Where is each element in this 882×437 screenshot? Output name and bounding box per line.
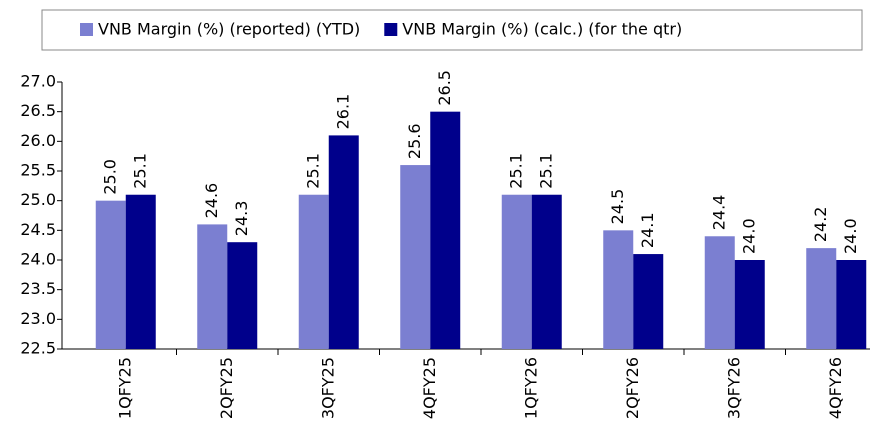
data-label: 24.3 bbox=[232, 201, 251, 237]
bar bbox=[227, 242, 258, 349]
y-tick-label: 26.5 bbox=[20, 101, 56, 120]
x-tick-label: 3QFY25 bbox=[318, 357, 337, 419]
data-label: 26.5 bbox=[435, 70, 454, 106]
x-tick-label: 2QFY26 bbox=[623, 357, 642, 419]
data-label: 24.6 bbox=[202, 183, 221, 219]
data-label: 24.0 bbox=[739, 218, 758, 254]
data-label: 24.2 bbox=[811, 207, 830, 243]
bar bbox=[328, 135, 359, 349]
bar bbox=[125, 194, 156, 349]
data-label: 24.0 bbox=[841, 218, 860, 254]
data-label: 25.6 bbox=[405, 123, 424, 159]
data-label: 24.1 bbox=[638, 212, 657, 248]
data-label: 24.5 bbox=[608, 189, 627, 225]
bar bbox=[197, 224, 228, 349]
bar bbox=[501, 194, 532, 349]
data-label: 25.1 bbox=[506, 153, 525, 189]
legend-label: VNB Margin (%) (reported) (YTD) bbox=[98, 20, 360, 39]
y-tick-label: 24.5 bbox=[20, 220, 56, 239]
y-tick-label: 24.0 bbox=[20, 250, 56, 269]
x-tick-label: 1QFY26 bbox=[521, 357, 540, 419]
data-label: 25.1 bbox=[536, 153, 555, 189]
y-tick-label: 23.5 bbox=[20, 279, 56, 298]
x-tick-label: 1QFY25 bbox=[115, 357, 134, 419]
data-label: 25.1 bbox=[130, 153, 149, 189]
legend-box bbox=[41, 9, 863, 51]
y-tick-label: 25.0 bbox=[20, 190, 56, 209]
data-label: 24.4 bbox=[709, 195, 728, 231]
bar bbox=[633, 254, 664, 349]
bar bbox=[836, 260, 867, 349]
y-tick-label: 23.0 bbox=[20, 309, 56, 328]
data-label: 25.0 bbox=[100, 159, 119, 195]
x-tick-label: 3QFY26 bbox=[724, 357, 743, 419]
legend-swatch bbox=[80, 23, 93, 36]
bar bbox=[430, 111, 461, 350]
bar bbox=[531, 194, 562, 349]
data-label: 25.1 bbox=[303, 153, 322, 189]
bar bbox=[95, 200, 126, 349]
y-tick-label: 22.5 bbox=[20, 339, 56, 358]
legend-label: VNB Margin (%) (calc.) (for the qtr) bbox=[402, 20, 682, 39]
x-tick-label: 2QFY25 bbox=[217, 357, 236, 419]
y-tick-label: 26.0 bbox=[20, 131, 56, 150]
x-tick-label: 4QFY26 bbox=[826, 357, 845, 419]
bar bbox=[734, 260, 765, 349]
bar bbox=[806, 248, 837, 349]
y-tick-label: 25.5 bbox=[20, 161, 56, 180]
bar bbox=[298, 194, 329, 349]
y-tick-label: 27.0 bbox=[20, 72, 56, 91]
bar bbox=[704, 236, 735, 349]
x-tick-label: 4QFY25 bbox=[420, 357, 439, 419]
bar bbox=[603, 230, 634, 349]
legend-swatch bbox=[384, 23, 398, 36]
bar bbox=[400, 165, 431, 349]
data-label: 26.1 bbox=[333, 94, 352, 130]
